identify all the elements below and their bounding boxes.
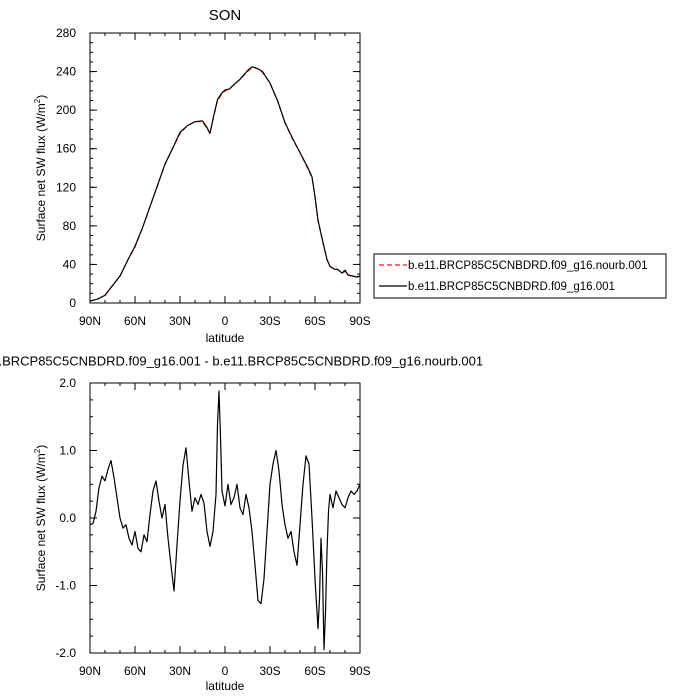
y-axis-label: Surface net SW flux (W/m2) xyxy=(33,95,48,241)
y-tick-label: -2.0 xyxy=(55,646,76,660)
y-tick-label: 240 xyxy=(56,65,76,79)
y-tick-label: 200 xyxy=(56,103,76,117)
x-tick-label: 90S xyxy=(349,314,370,328)
series-line-1 xyxy=(89,390,361,651)
x-tick-label: 0 xyxy=(222,664,229,678)
x-axis-label: latitude xyxy=(206,331,245,345)
legend-box xyxy=(373,253,667,299)
legend: b.e11.BRCP85C5CNBDRD.f09_g16.nourb.001 b.… xyxy=(373,253,667,299)
y-tick-label: 280 xyxy=(56,26,76,40)
y-tick-label: 80 xyxy=(63,219,77,233)
legend-label: b.e11.BRCP85C5CNBDRD.f09_g16.001 xyxy=(408,281,615,293)
x-tick-label: 90N xyxy=(79,664,101,678)
y-tick-label: 40 xyxy=(63,257,77,271)
x-tick-label: 60N xyxy=(124,664,146,678)
legend-label: b.e11.BRCP85C5CNBDRD.f09_g16.nourb.001 xyxy=(408,260,648,272)
x-tick-label: 90S xyxy=(349,664,370,678)
y-tick-label: 120 xyxy=(56,180,76,194)
x-tick-label: 30N xyxy=(169,314,191,328)
x-tick-label: 30S xyxy=(259,664,280,678)
series-line-2 xyxy=(89,66,361,302)
x-tick-label: 60N xyxy=(124,314,146,328)
y-tick-label: -1.0 xyxy=(55,579,76,593)
x-tick-label: 30N xyxy=(169,664,191,678)
y-axis-label: Surface net SW flux (W/m2) xyxy=(33,445,48,591)
chart-title: b.e11.BRCP85C5CNBDRD.f09_g16.001 - b.e11… xyxy=(0,353,483,368)
x-tick-label: 0 xyxy=(222,314,229,328)
x-tick-label: 60S xyxy=(304,664,325,678)
y-tick-label: 0.0 xyxy=(59,511,76,525)
x-tick-label: 60S xyxy=(304,314,325,328)
plot-frame xyxy=(89,32,361,304)
y-tick-label: 160 xyxy=(56,142,76,156)
y-tick-label: 0 xyxy=(69,296,76,310)
x-tick-label: 30S xyxy=(259,314,280,328)
x-axis-label: latitude xyxy=(206,679,245,693)
y-tick-label: 1.0 xyxy=(59,444,76,458)
series-line-1 xyxy=(89,67,361,302)
x-tick-label: 90N xyxy=(79,314,101,328)
plot-frame xyxy=(89,382,361,654)
y-tick-label: 2.0 xyxy=(59,376,76,390)
top-panel: SON 90N 60N 30N 0 30S 60S 90S 0 40 80 120 160 200 240 2… xyxy=(33,7,667,345)
chart-title: SON xyxy=(209,7,242,24)
bottom-panel: b.e11.BRCP85C5CNBDRD.f09_g16.001 - b.e11… xyxy=(0,353,483,693)
